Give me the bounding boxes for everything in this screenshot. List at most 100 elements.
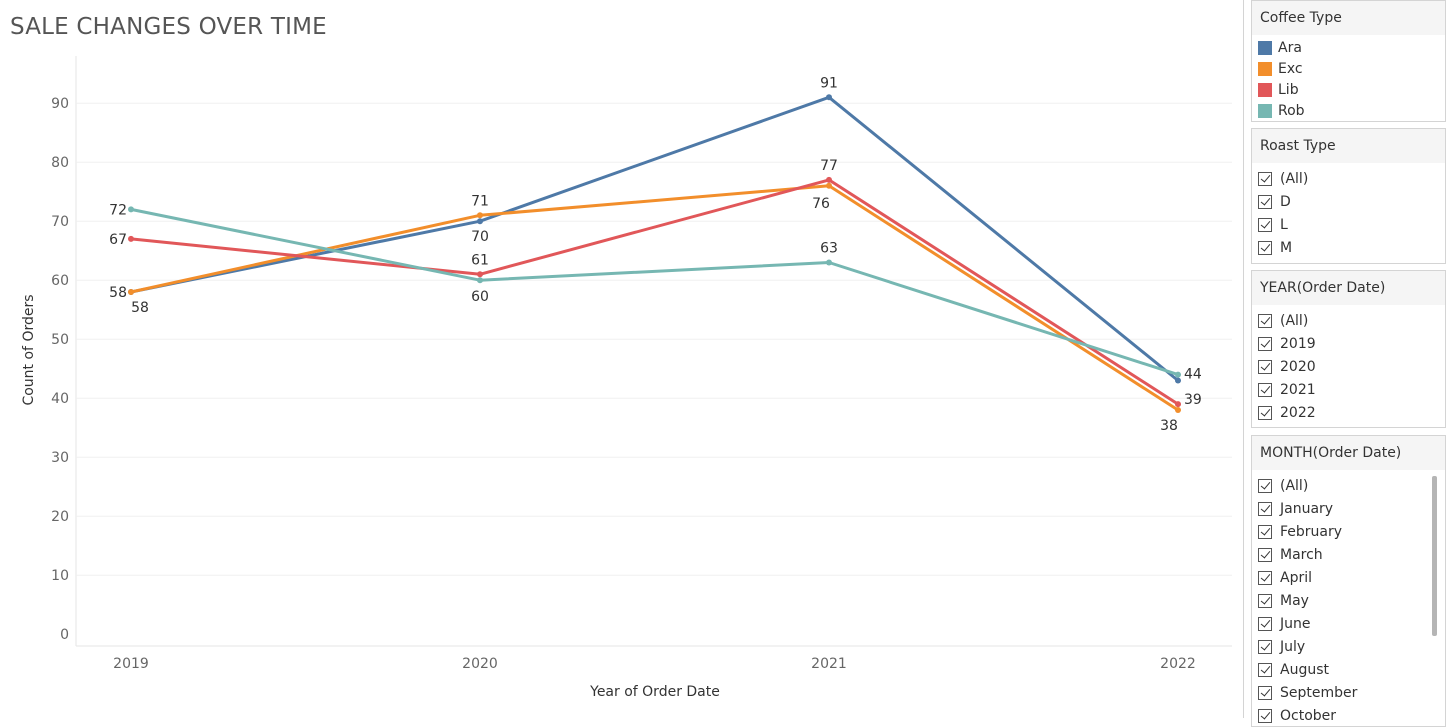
legend-title: Coffee Type: [1252, 1, 1445, 35]
checkbox-checked-icon[interactable]: [1258, 639, 1272, 654]
data-point-rob[interactable]: [128, 206, 134, 213]
legend-swatch: [1258, 61, 1272, 76]
checkbox-checked-icon[interactable]: [1258, 570, 1272, 585]
checkbox-checked-icon[interactable]: [1258, 405, 1272, 420]
filter-option-label: (All): [1280, 312, 1309, 329]
data-point-rob[interactable]: [826, 259, 832, 266]
filter-option-label: (All): [1280, 170, 1309, 187]
data-point-exc[interactable]: [128, 289, 134, 295]
data-point-lib[interactable]: [477, 271, 483, 278]
data-point-ara[interactable]: [1175, 377, 1181, 384]
legend-label: Ara: [1278, 39, 1302, 56]
month-filter-option[interactable]: January: [1252, 497, 1445, 520]
checkbox-checked-icon[interactable]: [1258, 685, 1272, 700]
roast-filter-option[interactable]: M: [1252, 236, 1445, 259]
month-filter-option[interactable]: February: [1252, 520, 1445, 543]
filter-option-label: July: [1280, 638, 1306, 655]
checkbox-checked-icon[interactable]: [1258, 593, 1272, 608]
data-label-rob: 44: [1184, 367, 1202, 383]
data-label-ara: 58: [109, 285, 127, 301]
month-filter-option[interactable]: September: [1252, 681, 1445, 704]
month-filter-option[interactable]: April: [1252, 566, 1445, 589]
data-point-rob[interactable]: [1175, 371, 1181, 378]
month-filter-option[interactable]: October: [1252, 704, 1445, 726]
data-label-rob: 72: [109, 202, 127, 218]
data-point-rob[interactable]: [477, 277, 483, 284]
year-filter-option[interactable]: (All): [1252, 309, 1445, 332]
year-filter-option[interactable]: 2019: [1252, 332, 1445, 355]
data-label-lib: 67: [109, 232, 127, 248]
checkbox-checked-icon[interactable]: [1258, 501, 1272, 516]
series-line-rob[interactable]: [130, 207, 1179, 377]
roast-filter-option[interactable]: D: [1252, 190, 1445, 213]
data-point-lib[interactable]: [826, 176, 832, 183]
month-filter-option[interactable]: March: [1252, 543, 1445, 566]
filter-option-label: D: [1280, 193, 1291, 210]
legend-item-exc[interactable]: Exc: [1252, 58, 1445, 79]
checkbox-checked-icon[interactable]: [1258, 708, 1272, 723]
data-labels: 58 70 91 71 76 38 67 61 77 39 72 60 63 44 58: [109, 75, 1202, 434]
month-filter-title: MONTH(Order Date): [1252, 436, 1445, 470]
legend-label: Exc: [1278, 60, 1303, 77]
data-label-ara: 91: [820, 75, 838, 91]
filter-option-label: L: [1280, 216, 1288, 233]
y-tick-label: 40: [51, 391, 69, 407]
checkbox-checked-icon[interactable]: [1258, 240, 1272, 255]
year-filter-option[interactable]: 2020: [1252, 355, 1445, 378]
month-filter-option[interactable]: May: [1252, 589, 1445, 612]
year-filter-option[interactable]: 2022: [1252, 401, 1445, 424]
filter-option-label: M: [1280, 239, 1293, 256]
filter-option-label: 2021: [1280, 381, 1316, 398]
checkbox-checked-icon[interactable]: [1258, 313, 1272, 328]
month-filter-option[interactable]: (All): [1252, 474, 1445, 497]
chart-title: SALE CHANGES OVER TIME: [10, 14, 327, 40]
month-filter-option[interactable]: June: [1252, 612, 1445, 635]
data-point-lib[interactable]: [128, 235, 134, 242]
legend-swatch: [1258, 103, 1272, 118]
checkbox-checked-icon[interactable]: [1258, 171, 1272, 186]
filter-option-label: (All): [1280, 477, 1309, 494]
legend-item-ara[interactable]: Ara: [1252, 37, 1445, 58]
y-tick-label: 20: [51, 509, 69, 525]
series-lines[interactable]: [128, 94, 1181, 413]
month-filter-scrollbar[interactable]: [1432, 476, 1437, 636]
data-point-exc[interactable]: [477, 212, 483, 219]
checkbox-checked-icon[interactable]: [1258, 359, 1272, 374]
checkbox-checked-icon[interactable]: [1258, 194, 1272, 209]
month-filter-option[interactable]: August: [1252, 658, 1445, 681]
checkbox-checked-icon[interactable]: [1258, 336, 1272, 351]
checkbox-checked-icon[interactable]: [1258, 524, 1272, 539]
data-label-exc: 71: [471, 193, 489, 209]
roast-type-filter: Roast Type (All) D L M: [1251, 128, 1446, 264]
series-line-lib[interactable]: [130, 178, 1179, 406]
checkbox-checked-icon[interactable]: [1258, 478, 1272, 493]
roast-filter-option[interactable]: (All): [1252, 167, 1445, 190]
filter-option-label: April: [1280, 569, 1312, 586]
data-point-ara[interactable]: [477, 218, 483, 225]
data-label-lib: 61: [471, 252, 489, 268]
month-filter-option[interactable]: July: [1252, 635, 1445, 658]
legend-item-rob[interactable]: Rob: [1252, 100, 1445, 121]
year-filter-option[interactable]: 2021: [1252, 378, 1445, 401]
legend-label: Rob: [1278, 102, 1305, 119]
filter-option-label: 2020: [1280, 358, 1316, 375]
legend-item-lib[interactable]: Lib: [1252, 79, 1445, 100]
y-tick-label: 50: [51, 332, 69, 348]
legend-swatch: [1258, 82, 1272, 97]
filter-option-label: May: [1280, 592, 1309, 609]
line-chart[interactable]: 0 10 20 30 40 50 60 70 80 90 2019 2020 2021 2022 Coun…: [0, 0, 1242, 718]
data-point-lib[interactable]: [1175, 401, 1181, 408]
checkbox-checked-icon[interactable]: [1258, 662, 1272, 677]
y-tick-label: 30: [51, 450, 69, 466]
checkbox-checked-icon[interactable]: [1258, 547, 1272, 562]
checkbox-checked-icon[interactable]: [1258, 382, 1272, 397]
checkbox-checked-icon[interactable]: [1258, 616, 1272, 631]
data-point-exc[interactable]: [826, 182, 832, 189]
roast-filter-option[interactable]: L: [1252, 213, 1445, 236]
data-point-exc[interactable]: [1175, 407, 1181, 413]
data-point-ara[interactable]: [826, 94, 832, 101]
checkbox-checked-icon[interactable]: [1258, 217, 1272, 232]
series-line-ara[interactable]: [130, 95, 1179, 382]
data-label-exc: 76: [812, 196, 830, 212]
series-line-exc[interactable]: [130, 184, 1179, 412]
